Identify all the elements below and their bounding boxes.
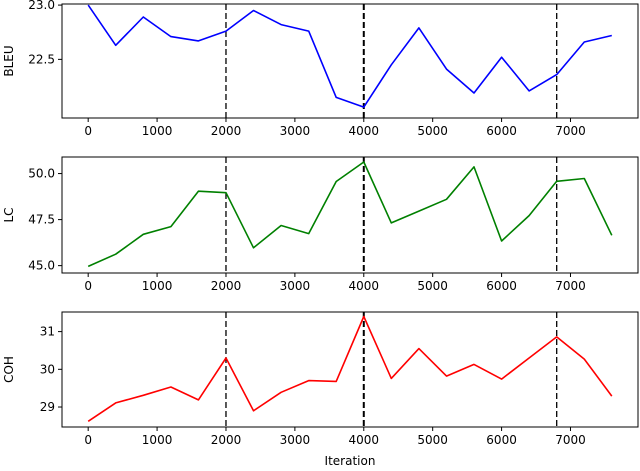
- subplot-bleu: 0 1000 2000 3000 4000 5000 6000 7000 22.5 23.0 BLE…: [2, 0, 639, 138]
- x-tick-label: 5000: [417, 124, 448, 138]
- x-axis-label: Iteration: [325, 454, 376, 467]
- x-tick-label: 1000: [142, 279, 173, 293]
- y-axis-label: LC: [2, 207, 16, 222]
- x-tick-label: 4000: [349, 124, 380, 138]
- series-line-bleu: [87, 4, 612, 108]
- x-tick-label: 6000: [486, 279, 517, 293]
- x-tick-label: 1000: [142, 124, 173, 138]
- x-tick-label: 6000: [486, 433, 517, 447]
- x-tick-label: 0: [84, 124, 92, 138]
- x-tick-label: 0: [84, 433, 92, 447]
- axes-frame: [61, 156, 639, 274]
- x-tick-label: 3000: [280, 433, 311, 447]
- y-tick-label: 30: [40, 362, 55, 376]
- x-tick-label: 4000: [349, 433, 380, 447]
- axes-frame: [61, 3, 639, 119]
- series-line-lc: [87, 161, 613, 268]
- y-tick-label: 29: [40, 400, 55, 414]
- x-tick-label: 7000: [555, 124, 586, 138]
- x-tick-label: 6000: [486, 124, 517, 138]
- axes-frame: [61, 311, 639, 428]
- x-tick-label: 5000: [417, 279, 448, 293]
- x-tick-label: 3000: [280, 124, 311, 138]
- y-tick-label: 47.5: [28, 213, 55, 227]
- subplot-coh: 0 1000 2000 3000 4000 5000 6000 7000 29 30 31 COH: [2, 311, 639, 447]
- series-line-coh: [87, 315, 613, 422]
- x-tick-label: 2000: [211, 433, 242, 447]
- y-tick-label: 23.0: [28, 0, 55, 12]
- y-tick-label: 22.5: [28, 52, 55, 66]
- y-axis-label: COH: [2, 356, 16, 383]
- x-tick-label: 2000: [211, 124, 242, 138]
- x-tick-label: 5000: [417, 433, 448, 447]
- x-tick-label: 2000: [211, 279, 242, 293]
- y-tick-label: 31: [40, 325, 55, 339]
- x-tick-label: 0: [84, 279, 92, 293]
- y-tick-label: 45.0: [28, 259, 55, 273]
- x-tick-label: 1000: [142, 433, 173, 447]
- x-tick-label: 3000: [280, 279, 311, 293]
- subplot-lc: 0 1000 2000 3000 4000 5000 6000 7000 45.0 47.5 50.…: [2, 156, 639, 293]
- y-tick-label: 50.0: [28, 167, 55, 181]
- x-tick-label: 4000: [349, 279, 380, 293]
- y-axis-label: BLEU: [2, 45, 16, 76]
- x-tick-label: 7000: [555, 279, 586, 293]
- x-tick-label: 7000: [555, 433, 586, 447]
